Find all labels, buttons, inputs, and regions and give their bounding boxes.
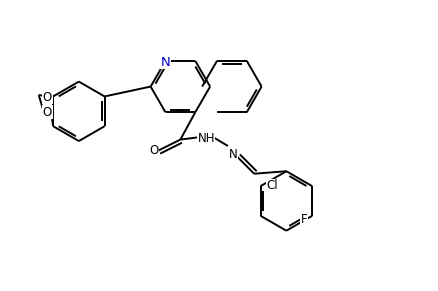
Text: N: N [161, 56, 170, 69]
Text: O: O [149, 144, 158, 157]
Text: O: O [43, 91, 52, 104]
Text: NH: NH [198, 132, 215, 145]
Text: Cl: Cl [267, 179, 278, 192]
Text: N: N [229, 148, 238, 161]
Text: O: O [43, 106, 52, 119]
Text: F: F [300, 213, 307, 226]
